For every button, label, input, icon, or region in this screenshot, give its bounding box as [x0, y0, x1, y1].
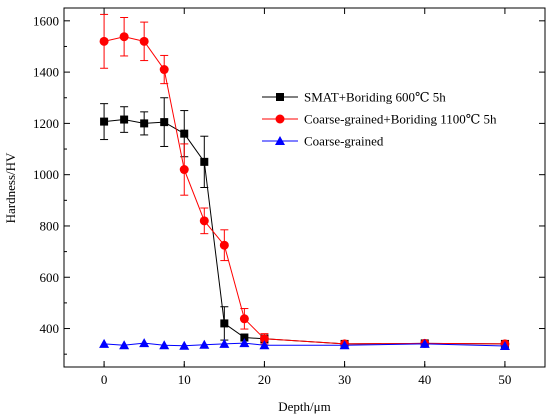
legend-label: Coarse-grained [304, 134, 384, 149]
data-point [499, 340, 510, 350]
legend-marker [276, 93, 284, 101]
legend-marker [275, 114, 285, 124]
y-tick-label: 800 [40, 218, 60, 233]
data-point [219, 338, 230, 348]
data-point [199, 216, 209, 226]
data-point [139, 338, 150, 348]
series-line [104, 342, 505, 347]
data-point [99, 36, 109, 46]
data-point [140, 119, 149, 128]
legend: SMAT+Boriding 600℃ 5h Coarse-grained+Bori… [262, 90, 497, 149]
data-point [259, 334, 269, 344]
y-axis-title: Hardness/HV [3, 152, 18, 223]
series-3 [99, 338, 510, 350]
data-point [159, 340, 170, 350]
y-tick-label: 1400 [33, 65, 59, 80]
legend-marker [275, 136, 285, 145]
data-point [120, 115, 129, 124]
x-tick-label: 30 [338, 372, 351, 387]
data-point [239, 314, 249, 324]
data-point [200, 157, 209, 166]
data-point [419, 338, 430, 348]
data-point [240, 333, 249, 342]
data-point [220, 319, 229, 328]
x-tick-label: 50 [498, 372, 511, 387]
data-point [119, 340, 130, 350]
plot-frame [63, 7, 546, 368]
data-point [179, 340, 190, 350]
y-tick-label: 1600 [33, 13, 59, 28]
data-point [259, 340, 270, 350]
data-point [99, 338, 110, 348]
legend-label: Coarse-grained+Boriding 1100℃ 5h [304, 112, 497, 127]
data-point [199, 339, 210, 349]
legend-item: SMAT+Boriding 600℃ 5h [262, 90, 446, 105]
data-point [159, 65, 169, 75]
x-tick-label: 10 [178, 372, 191, 387]
series-layer [99, 13, 510, 350]
data-point [239, 338, 250, 348]
data-point [139, 36, 149, 46]
data-point [179, 165, 189, 175]
x-tick-label: 0 [101, 372, 108, 387]
data-point [339, 340, 350, 350]
axes: 0 10 20 30 40 50 400 600 800 1000 1200 1400 1600 [33, 8, 545, 387]
y-tick-label: 1200 [33, 116, 59, 131]
legend-item: Coarse-grained [262, 134, 384, 149]
y-tick-label: 400 [40, 321, 60, 336]
x-tick-label: 20 [258, 372, 271, 387]
y-tick-label: 600 [40, 270, 60, 285]
data-point [180, 129, 189, 138]
data-point [219, 240, 229, 250]
data-point [119, 32, 129, 42]
data-point [100, 117, 109, 126]
series-line [104, 119, 505, 345]
data-point [160, 118, 169, 127]
x-tick-label: 40 [418, 372, 431, 387]
y-tick-label: 1000 [33, 167, 59, 182]
series-2 [99, 13, 510, 349]
legend-item: Coarse-grained+Boriding 1100℃ 5h [262, 112, 497, 127]
legend-label: SMAT+Boriding 600℃ 5h [304, 90, 446, 105]
x-axis-title: Depth/μm [278, 399, 330, 414]
